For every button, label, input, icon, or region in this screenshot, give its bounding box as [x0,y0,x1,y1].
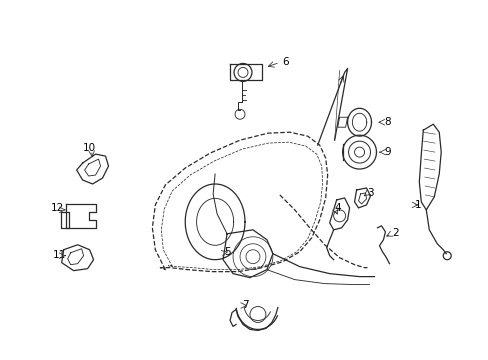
Text: 1: 1 [413,200,420,210]
Text: 11: 11 [53,250,66,260]
Text: 5: 5 [224,247,230,257]
Text: 8: 8 [384,117,390,127]
Text: 2: 2 [392,228,398,238]
Text: 4: 4 [334,203,341,213]
Text: 12: 12 [51,203,64,213]
Text: 7: 7 [242,300,248,310]
Text: 6: 6 [281,58,288,67]
Text: 10: 10 [82,143,96,153]
Text: 3: 3 [367,188,373,198]
Text: 9: 9 [384,147,390,157]
